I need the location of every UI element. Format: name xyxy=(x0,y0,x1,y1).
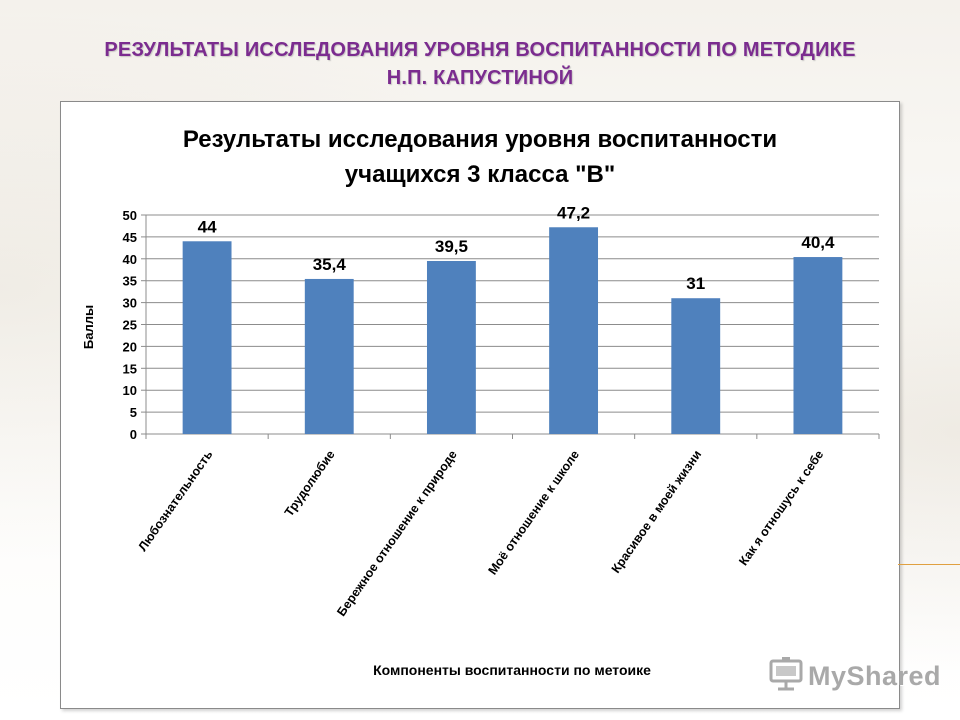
y-tick-label: 30 xyxy=(123,296,137,311)
chart-title-line-2: учащихся 3 класса "В" xyxy=(345,161,615,188)
data-label-6: 40,4 xyxy=(801,233,835,252)
y-axis-title: Баллы xyxy=(81,305,96,349)
watermark-text: MyShared xyxy=(808,660,942,691)
x-axis-title: Компоненты воспитанности по метоике xyxy=(373,662,651,678)
slide-title: РЕЗУЛЬТАТЫ ИССЛЕДОВАНИЯ УРОВНЯ ВОСПИТАНН… xyxy=(40,36,920,92)
bar-4 xyxy=(549,227,599,434)
bar-3 xyxy=(426,260,476,434)
watermark: MyShared xyxy=(768,656,941,696)
x-category-label-1: Любознательность xyxy=(135,447,215,553)
x-category-label-2: Трудолюбие xyxy=(282,448,338,519)
data-label-3: 39,5 xyxy=(435,237,468,256)
y-tick-label: 15 xyxy=(123,361,137,376)
x-category-label-4: Моё отношение к школе xyxy=(485,448,582,578)
bar-chart: Результаты исследования уровня воспитанн… xyxy=(81,126,880,678)
bars xyxy=(182,227,843,434)
data-labels: 44 35,4 39,5 47,2 31 40,4 xyxy=(198,203,835,293)
y-tick-label: 25 xyxy=(123,318,137,333)
axes xyxy=(141,214,880,439)
data-label-4: 47,2 xyxy=(557,203,590,222)
y-tick-label: 5 xyxy=(130,405,137,420)
decorative-line xyxy=(898,564,960,565)
gridlines xyxy=(146,214,879,413)
y-tick-label: 40 xyxy=(123,252,137,267)
x-category-label-5: Красивое в моей жизни xyxy=(609,448,704,576)
y-tick-label: 50 xyxy=(123,208,137,223)
y-tick-label: 45 xyxy=(123,230,137,245)
y-tick-label: 35 xyxy=(123,274,137,289)
data-label-5: 31 xyxy=(686,274,705,293)
bar-2 xyxy=(304,278,354,434)
x-category-label-6: Как я отношусь к себе xyxy=(736,448,826,568)
chart-frame: Результаты исследования уровня воспитанн… xyxy=(60,101,900,709)
bar-6 xyxy=(793,257,843,434)
projector-board-icon xyxy=(768,656,804,696)
slide-title-line-2: Н.П. КАПУСТИНОЙ xyxy=(386,67,574,89)
y-tick-label: 10 xyxy=(123,383,137,398)
y-tick-labels: 0 5 10 15 20 25 30 35 40 45 50 xyxy=(123,208,137,442)
chart-title-line-1: Результаты исследования уровня воспитанн… xyxy=(183,126,777,153)
bar-1 xyxy=(182,241,232,434)
y-tick-label: 20 xyxy=(123,339,137,354)
data-label-1: 44 xyxy=(198,217,217,236)
data-label-2: 35,4 xyxy=(313,255,347,274)
bar-5 xyxy=(671,298,721,434)
y-tick-label: 0 xyxy=(130,427,137,442)
x-category-label-3: Бережное отношение к природе xyxy=(334,448,460,619)
slide-title-line-1: РЕЗУЛЬТАТЫ ИССЛЕДОВАНИЯ УРОВНЯ ВОСПИТАНН… xyxy=(104,39,856,61)
